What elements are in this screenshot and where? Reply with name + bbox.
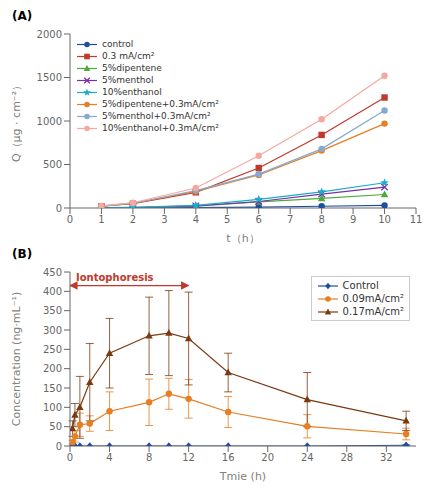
svg-text:Concentration (ng·mL⁻¹): Concentration (ng·mL⁻¹) [10,292,23,426]
html-text:0.17mA/cm²: 0.17mA/cm² [342,306,404,317]
svg-text:2: 2 [130,214,136,225]
html-text:Control: Control [342,280,379,291]
svg-text:4: 4 [193,214,199,225]
svg-text:500: 500 [43,159,62,170]
svg-text:0: 0 [56,203,62,214]
svg-text:28: 28 [340,452,353,463]
svg-text:Q（μg · cm⁻²）: Q（μg · cm⁻²） [10,80,23,162]
svg-text:20: 20 [261,452,274,463]
html-text:control: control [102,39,134,49]
html-text:10%enthanol: 10%enthanol [102,87,162,97]
html-text:0.09mA/cm²: 0.09mA/cm² [342,293,404,304]
svg-text:24: 24 [301,452,314,463]
html-text:(B): (B) [12,247,33,261]
html-text:(A): (A) [12,9,33,23]
svg-text:8: 8 [146,452,152,463]
svg-text:350: 350 [43,305,62,316]
svg-text:7: 7 [287,214,293,225]
svg-text:250: 250 [43,344,62,355]
svg-text:9: 9 [350,214,356,225]
html-text:10%enthanol+0.3mA/cm²: 10%enthanol+0.3mA/cm² [102,123,219,133]
svg-text:10: 10 [378,214,391,225]
html-text:5%dipentene+0.3mA/cm²: 5%dipentene+0.3mA/cm² [102,99,219,109]
html-text:5%menthol: 5%menthol [102,75,154,85]
svg-text:450: 450 [43,267,62,278]
svg-text:1500: 1500 [37,72,62,83]
svg-text:0: 0 [67,214,73,225]
svg-text:400: 400 [43,286,62,297]
svg-text:5: 5 [224,214,230,225]
svg-text:150: 150 [43,383,62,394]
svg-text:t（h）: t（h） [226,232,259,245]
svg-text:0: 0 [56,441,62,452]
svg-text:6: 6 [256,214,262,225]
svg-text:4: 4 [106,452,112,463]
svg-text:11: 11 [410,214,423,225]
svg-text:8: 8 [318,214,324,225]
html-text:0.3 mA/cm²: 0.3 mA/cm² [102,51,155,61]
svg-text:12: 12 [182,452,195,463]
svg-text:100: 100 [43,402,62,413]
svg-text:1: 1 [98,214,104,225]
svg-text:Iontophoresis: Iontophoresis [76,272,154,283]
svg-text:200: 200 [43,363,62,374]
svg-text:16: 16 [222,452,235,463]
html-text:5%menthol+0.3mA/cm²: 5%menthol+0.3mA/cm² [102,111,211,121]
svg-text:2000: 2000 [37,29,62,40]
svg-text:300: 300 [43,325,62,336]
svg-text:32: 32 [380,452,393,463]
svg-text:1000: 1000 [37,116,62,127]
svg-text:Tmie (h): Tmie (h) [219,470,266,483]
svg-text:3: 3 [161,214,167,225]
svg-text:50: 50 [49,421,62,432]
html-text:5%dipentene: 5%dipentene [102,63,162,73]
svg-text:0: 0 [67,452,73,463]
